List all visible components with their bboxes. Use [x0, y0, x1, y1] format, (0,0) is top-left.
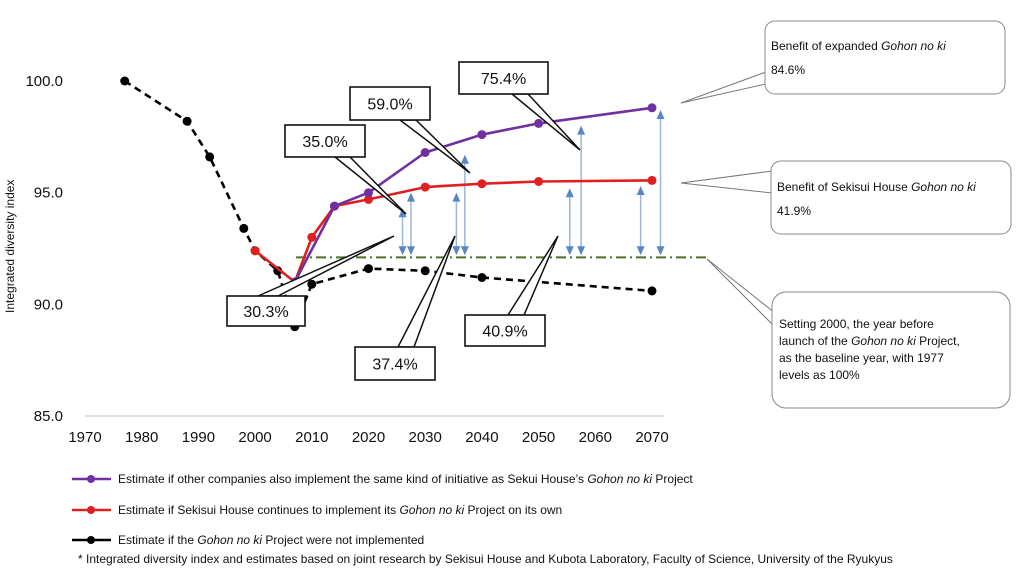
- x-tick-label: 2070: [635, 429, 668, 446]
- callout-box: [354, 346, 436, 381]
- benefit-arrow-head-down: [577, 246, 586, 256]
- benefit-arrow-head-down: [636, 246, 645, 256]
- callout-box: [458, 61, 549, 95]
- data-point-red: [307, 232, 317, 242]
- data-point-purple: [420, 148, 430, 157]
- callout-percent: 75.4%: [481, 71, 526, 88]
- callout-pointer: [506, 235, 559, 316]
- x-tick-label: 2020: [352, 429, 385, 446]
- y-tick-label: 90.0: [34, 296, 63, 313]
- benefit-arrow-head-down: [460, 246, 469, 256]
- callout-pointer: [396, 235, 456, 348]
- data-point-black: [182, 116, 192, 126]
- percent-callouts: 30.3% 35.0% 37.4% 59.0% 40.9% 75.4%: [226, 61, 581, 381]
- callout-percent: 35.0%: [302, 134, 347, 151]
- benefit-arrow-head-up: [407, 192, 416, 202]
- callout-pointer: [509, 93, 581, 151]
- callout-box: [226, 295, 306, 327]
- callout-box: [284, 124, 366, 158]
- axes: 1970 1980 1990 2000 2010 2020 2030 2040 2050 2060…: [3, 73, 669, 446]
- data-point-red: [477, 179, 487, 189]
- data-point-purple: [477, 130, 487, 140]
- data-point-black: [307, 279, 317, 289]
- data-point-black: [364, 264, 373, 274]
- data-point-black: [273, 266, 283, 276]
- data-point-red: [647, 175, 657, 185]
- callout-pointer: [332, 156, 407, 215]
- y-tick-label: 100.0: [25, 73, 63, 90]
- callout-pointer: [257, 235, 395, 297]
- legend-item-purple: Estimate if other companies also impleme…: [72, 472, 693, 486]
- x-tick-label: 1970: [68, 429, 101, 446]
- data-point-black: [205, 152, 215, 162]
- series-lines: [120, 76, 657, 332]
- data-point-red: [250, 246, 260, 256]
- callout-percent: 59.0%: [367, 97, 412, 114]
- data-point-purple: [330, 201, 339, 211]
- legend-item-red: Estimate if Sekisui House continues to i…: [72, 503, 562, 517]
- data-point-black: [120, 76, 130, 86]
- sekisui-benefit-label: Benefit of Sekisui House Gohon no ki: [777, 180, 976, 194]
- legend-label-black: Estimate if the Gohon no ki Project were…: [118, 533, 424, 547]
- x-tick-label: 2000: [238, 429, 271, 446]
- sekisui-benefit-value: 41.9%: [777, 204, 811, 218]
- benefit-arrows: [398, 110, 665, 256]
- benefit-arrow-head-up: [656, 110, 665, 120]
- callout-percent: 30.3%: [243, 304, 288, 321]
- benefit-arrow-head-down: [656, 246, 665, 256]
- callout-box: [464, 314, 546, 347]
- legend-item-black: Estimate if the Gohon no ki Project were…: [72, 533, 424, 547]
- data-point-red: [364, 194, 373, 204]
- x-tick-label: 2030: [409, 429, 442, 446]
- y-axis-label: Integrated diversity index: [3, 180, 17, 313]
- callout-pointer: [397, 119, 471, 174]
- x-tick-label: 1980: [125, 429, 158, 446]
- benefit-arrow-head-up: [577, 125, 586, 135]
- baseline-note-line3: as the baseline year, with 1977: [779, 351, 944, 365]
- data-point-black: [647, 286, 657, 296]
- callout-percent: 37.4%: [372, 357, 417, 374]
- footnote: * Integrated diversity index and estimat…: [78, 552, 893, 566]
- expanded-benefit-label: Benefit of expanded Gohon no ki: [771, 39, 946, 53]
- data-point-purple: [364, 188, 373, 198]
- baseline-note-line1: Setting 2000, the year before: [779, 317, 934, 331]
- benefit-arrow-head-up: [460, 154, 469, 164]
- y-tick-label: 95.0: [34, 185, 63, 202]
- data-point-black: [477, 273, 487, 282]
- data-point-black: [239, 223, 249, 233]
- benefit-arrow-head-down: [565, 246, 574, 256]
- benefit-arrow-head-up: [636, 185, 645, 195]
- x-tick-label: 2050: [522, 429, 555, 446]
- legend-label-purple: Estimate if other companies also impleme…: [118, 472, 693, 486]
- legend-label-red: Estimate if Sekisui House continues to i…: [118, 503, 562, 517]
- data-point-purple: [534, 118, 544, 128]
- expanded-benefit-callout: Benefit of expanded Gohon no ki 84.6%: [680, 20, 1006, 104]
- benefit-arrow-head-up: [452, 192, 461, 202]
- baseline-note-line4: levels as 100%: [779, 368, 860, 382]
- sekisui-benefit-callout: Benefit of Sekisui House Gohon no ki 41.…: [680, 160, 1012, 235]
- data-point-red: [420, 182, 430, 192]
- x-tick-label: 1990: [182, 429, 215, 446]
- y-tick-label: 85.0: [34, 408, 63, 425]
- baseline-note-callout: Setting 2000, the year before launch of …: [706, 258, 1011, 409]
- data-point-red: [534, 177, 544, 186]
- data-point-purple: [647, 103, 657, 113]
- callout-percent: 40.9%: [482, 324, 527, 341]
- benefit-arrow-head-down: [398, 246, 407, 256]
- legend: Estimate if other companies also impleme…: [72, 472, 693, 547]
- benefit-arrow-head-up: [565, 188, 574, 198]
- data-point-black: [420, 266, 430, 276]
- baseline-note-line2: launch of the Gohon no ki Project,: [779, 334, 960, 348]
- x-tick-label: 2040: [465, 429, 498, 446]
- benefit-arrow-head-up: [398, 208, 407, 218]
- series-line-red: [254, 179, 653, 284]
- x-tick-label: 2060: [579, 429, 612, 446]
- benefit-arrow-head-down: [452, 246, 461, 256]
- callout-box: [349, 86, 431, 121]
- benefit-arrow-head-down: [407, 246, 416, 256]
- expanded-benefit-value: 84.6%: [771, 63, 805, 77]
- x-tick-label: 2010: [295, 429, 328, 446]
